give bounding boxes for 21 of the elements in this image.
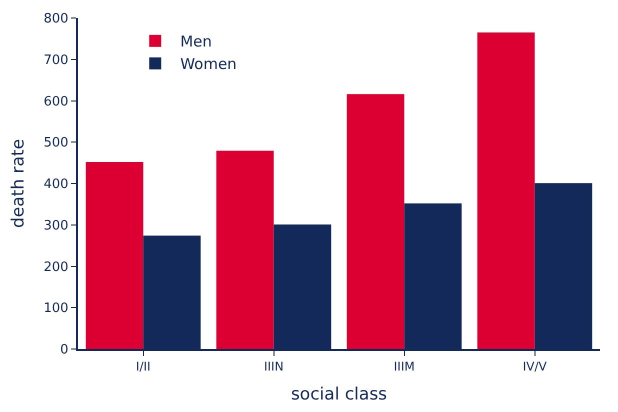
bar — [86, 162, 144, 349]
y-tick-label: 100 — [44, 301, 68, 316]
y-tick-label: 700 — [44, 52, 68, 68]
y-tick-label: 500 — [44, 136, 68, 151]
y-tick-label: 400 — [44, 177, 68, 192]
x-tick-label: IV/V — [522, 359, 548, 374]
bar — [216, 150, 274, 349]
bar — [346, 94, 404, 349]
x-axis-title: social class — [290, 384, 388, 404]
y-axis-title: death rate — [8, 138, 29, 228]
y-tick-label: 0 — [60, 342, 68, 358]
y-tick-label: 600 — [44, 94, 68, 110]
x-tick-label: IIIN — [264, 359, 284, 374]
bar — [477, 32, 535, 349]
legend-label: Women — [180, 55, 237, 74]
x-tick-label: I/II — [136, 359, 151, 374]
x-tick-label: IIIM — [394, 359, 415, 374]
legend-label: Men — [180, 32, 212, 51]
y-tick-label: 300 — [44, 218, 68, 234]
y-tick-label: 200 — [44, 260, 68, 275]
y-tick-label: 800 — [44, 12, 68, 27]
